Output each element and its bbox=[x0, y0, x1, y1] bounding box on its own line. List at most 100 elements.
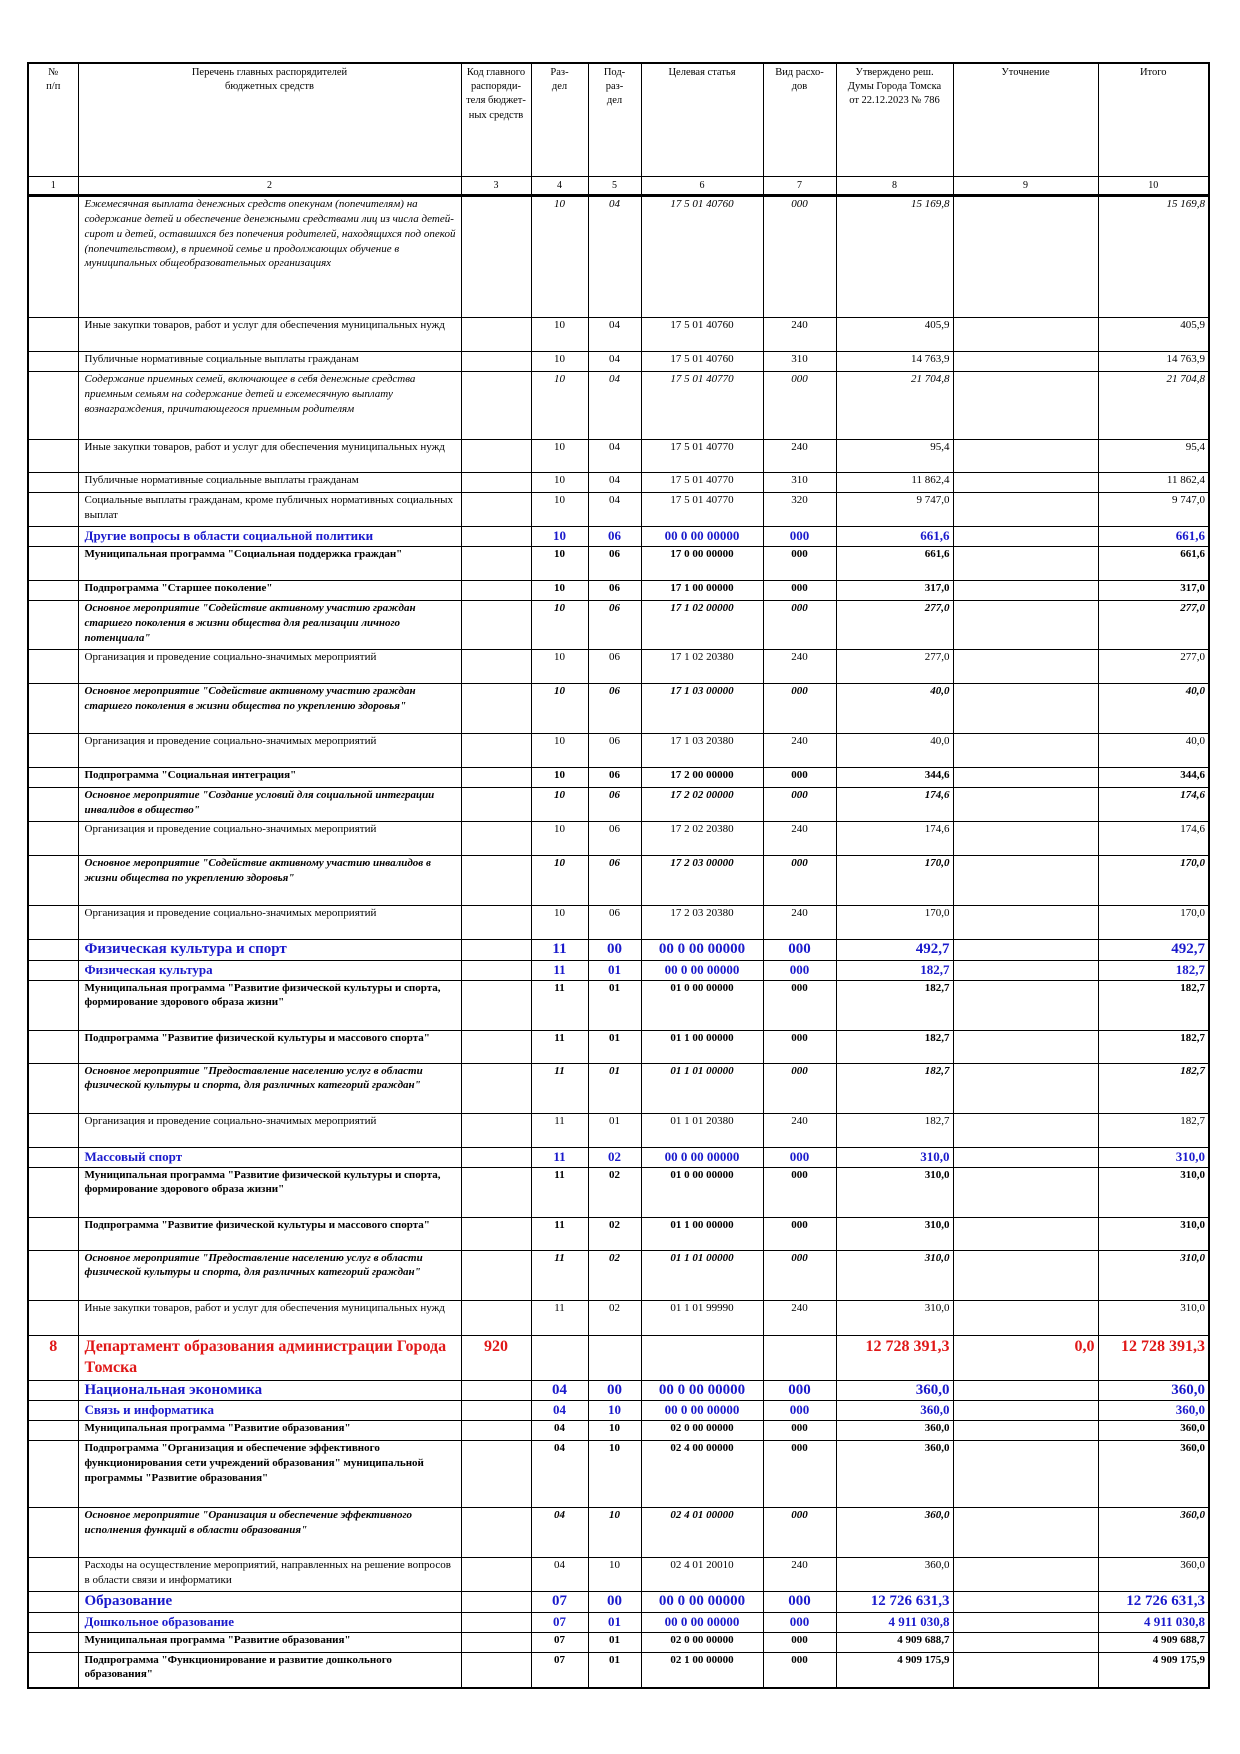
table-cell: 11 862,4 bbox=[835, 472, 954, 493]
table-cell: 182,7 bbox=[835, 1029, 954, 1064]
table-cell bbox=[952, 649, 1099, 684]
table-cell: 12 728 391,3 bbox=[835, 1334, 954, 1381]
column-header: Код главного распоряди- теля бюджет- ных… bbox=[460, 62, 532, 177]
table-cell bbox=[952, 195, 1099, 318]
table-cell: 04 bbox=[587, 492, 642, 527]
table-row: Иные закупки товаров, работ и услуг для … bbox=[27, 439, 1210, 473]
table-row: Образование 07 00 00 0 00 00000 000 12 726 63… bbox=[27, 1591, 1210, 1613]
table-row: Другие вопросы в области социальной поли… bbox=[27, 526, 1210, 547]
table-cell: 4 911 030,8 bbox=[1097, 1611, 1210, 1633]
table-cell: Организация и проведение социально-значи… bbox=[77, 905, 462, 940]
table-cell: 11 bbox=[530, 1216, 589, 1251]
table-cell: 10 bbox=[530, 195, 589, 318]
table-cell bbox=[952, 1216, 1099, 1251]
table-cell: Социальные выплаты гражданам, кроме публ… bbox=[77, 492, 462, 527]
table-cell bbox=[460, 979, 532, 1031]
table-cell: 10 bbox=[587, 1400, 642, 1421]
table-cell: 360,0 bbox=[835, 1400, 954, 1421]
table-cell: 17 5 01 40760 bbox=[640, 195, 764, 318]
table-cell: 04 bbox=[587, 317, 642, 352]
table-row: Муниципальная программа "Развитие образо… bbox=[27, 1631, 1210, 1653]
table-cell bbox=[460, 472, 532, 493]
table-cell: 240 bbox=[762, 649, 837, 684]
table-cell: 01 1 00 00000 bbox=[640, 1029, 764, 1064]
table-cell: 02 bbox=[587, 1299, 642, 1336]
table-cell bbox=[27, 600, 79, 650]
table-cell: Иные закупки товаров, работ и услуг для … bbox=[77, 439, 462, 473]
table-row: Подпрограмма "Развитие физической культу… bbox=[27, 1216, 1210, 1251]
table-cell: 00 bbox=[587, 1591, 642, 1613]
table-cell: 360,0 bbox=[835, 1440, 954, 1508]
table-cell bbox=[27, 855, 79, 906]
table-cell bbox=[952, 580, 1099, 601]
table-cell: 12 726 631,3 bbox=[1097, 1591, 1210, 1613]
table-cell bbox=[952, 979, 1099, 1031]
table-cell: 277,0 bbox=[835, 649, 954, 684]
table-cell bbox=[952, 855, 1099, 906]
table-cell: 360,0 bbox=[835, 1557, 954, 1592]
table-cell: 000 bbox=[762, 600, 837, 650]
table-cell: 182,7 bbox=[835, 1112, 954, 1148]
table-cell: 240 bbox=[762, 1112, 837, 1148]
table-cell: 21 704,8 bbox=[835, 371, 954, 440]
table-cell bbox=[952, 1112, 1099, 1148]
table-cell: 344,6 bbox=[1097, 767, 1210, 788]
table-cell: 40,0 bbox=[1097, 683, 1210, 734]
column-header: Перечень главных распорядителей бюджетны… bbox=[77, 62, 462, 177]
table-cell: 000 bbox=[762, 1146, 837, 1168]
table-cell: Организация и проведение социально-значи… bbox=[77, 821, 462, 856]
table-cell bbox=[460, 821, 532, 856]
table-cell: 17 5 01 40770 bbox=[640, 371, 764, 440]
table-cell: 000 bbox=[762, 580, 837, 601]
table-cell bbox=[27, 1146, 79, 1168]
column-number: 6 bbox=[640, 176, 764, 197]
table-cell bbox=[27, 1651, 79, 1689]
table-cell bbox=[952, 526, 1099, 547]
table-row: Основное мероприятие "Предоставление нас… bbox=[27, 1249, 1210, 1301]
table-cell bbox=[27, 1166, 79, 1218]
table-cell: 12 726 631,3 bbox=[835, 1591, 954, 1613]
table-cell: 17 1 02 20380 bbox=[640, 649, 764, 684]
table-cell: 17 2 02 00000 bbox=[640, 787, 764, 822]
table-cell: 02 bbox=[587, 1166, 642, 1218]
table-cell bbox=[460, 1507, 532, 1558]
table-cell: Основное мероприятие "Содействие активно… bbox=[77, 855, 462, 906]
table-cell bbox=[27, 1029, 79, 1064]
table-cell: 01 0 00 00000 bbox=[640, 1166, 764, 1218]
table-row: Муниципальная программа "Развитие физиче… bbox=[27, 979, 1210, 1031]
table-cell: 02 0 00 00000 bbox=[640, 1420, 764, 1441]
table-cell bbox=[27, 580, 79, 601]
table-cell: 10 bbox=[530, 492, 589, 527]
table-row: Публичные нормативные социальные выплаты… bbox=[27, 351, 1210, 372]
table-cell: Организация и проведение социально-значи… bbox=[77, 733, 462, 768]
table-cell: Основное мероприятие "Содействие активно… bbox=[77, 600, 462, 650]
table-cell: 07 bbox=[530, 1591, 589, 1613]
table-row: Организация и проведение социально-значи… bbox=[27, 649, 1210, 684]
table-cell: 04 bbox=[530, 1440, 589, 1508]
table-cell: 000 bbox=[762, 1379, 837, 1401]
table-cell bbox=[460, 1631, 532, 1653]
budget-table: № п/п Перечень главных распорядителей бюд… bbox=[27, 62, 1210, 1689]
table-cell: 02 bbox=[587, 1249, 642, 1301]
table-cell: Подпрограмма "Развитие физической культу… bbox=[77, 1216, 462, 1251]
table-cell bbox=[27, 371, 79, 440]
table-cell: Подпрограмма "Развитие физической культу… bbox=[77, 1029, 462, 1064]
table-cell bbox=[952, 439, 1099, 473]
table-cell: 277,0 bbox=[1097, 600, 1210, 650]
table-cell: 12 728 391,3 bbox=[1097, 1334, 1210, 1381]
table-cell: 000 bbox=[762, 526, 837, 547]
table-row: Организация и проведение социально-значи… bbox=[27, 821, 1210, 856]
table-cell bbox=[460, 1400, 532, 1421]
column-header: Итого bbox=[1097, 62, 1210, 177]
table-cell: 320 bbox=[762, 492, 837, 527]
table-cell: 310,0 bbox=[1097, 1146, 1210, 1168]
column-number: 5 bbox=[587, 176, 642, 197]
table-row: Массовый спорт 11 02 00 0 00 00000 000 310,0 3… bbox=[27, 1146, 1210, 1168]
table-cell: 344,6 bbox=[835, 767, 954, 788]
table-cell bbox=[952, 1166, 1099, 1218]
table-cell bbox=[952, 1631, 1099, 1653]
table-cell: 04 bbox=[587, 439, 642, 473]
table-cell: 01 bbox=[587, 1062, 642, 1114]
table-cell: 170,0 bbox=[1097, 905, 1210, 940]
table-cell: 01 1 01 20380 bbox=[640, 1112, 764, 1148]
